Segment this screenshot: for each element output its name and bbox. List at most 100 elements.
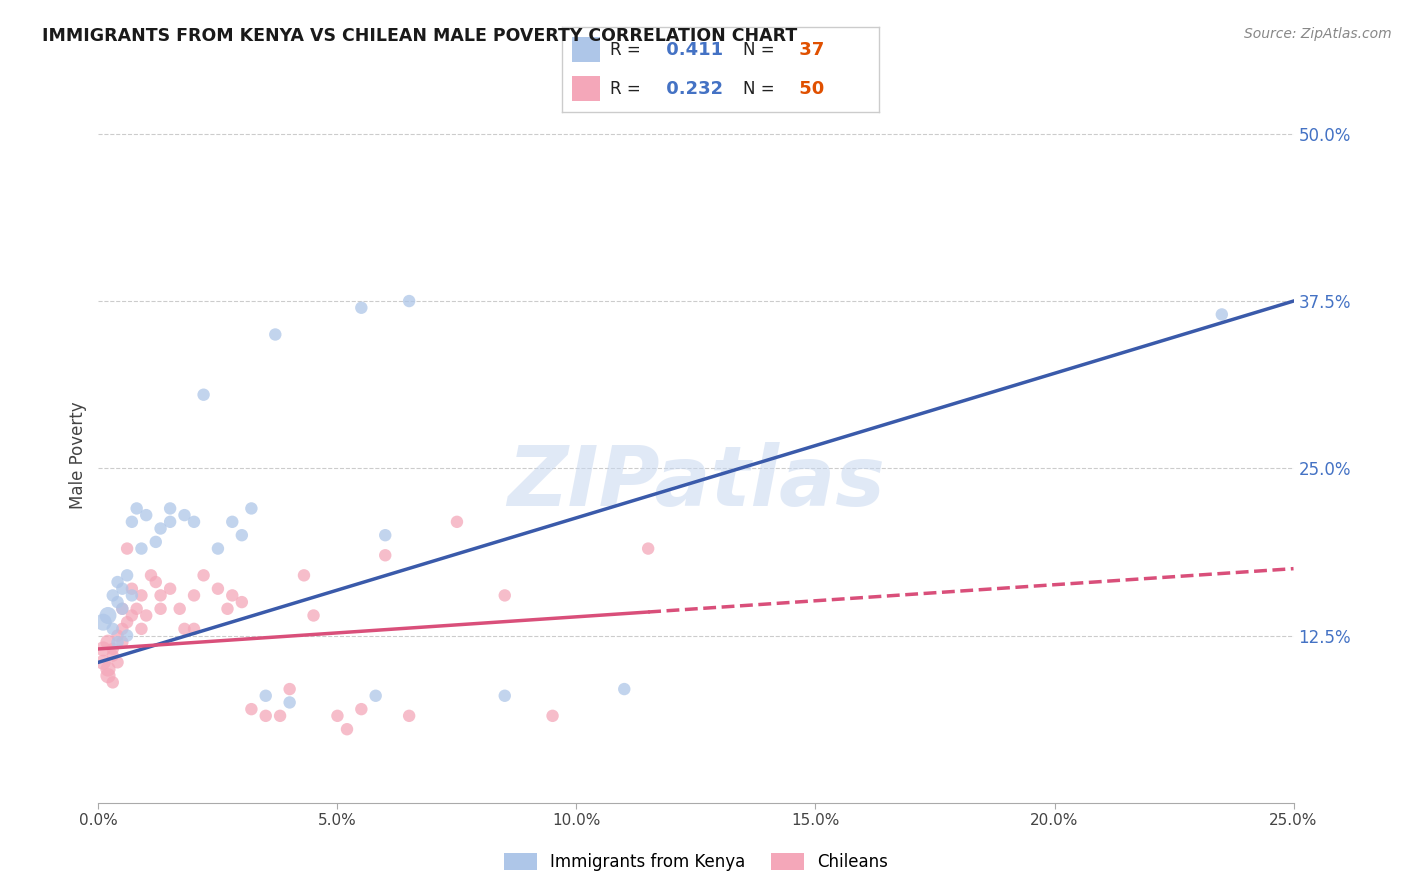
Point [149,589,172,603]
Point [91,615,114,630]
Point [231,528,253,542]
Point [91,655,114,669]
Point [131,541,153,556]
Point [159,501,181,516]
Point [264,327,287,342]
Point [278,681,301,696]
Bar [572,76,600,102]
Point [350,702,373,716]
Point [111,602,134,616]
Point [107,595,129,609]
Point [107,575,129,590]
Point [145,575,167,590]
Text: 50: 50 [793,79,824,97]
Point [326,708,349,723]
Text: IMMIGRANTS FROM KENYA VS CHILEAN MALE POVERTY CORRELATION CHART: IMMIGRANTS FROM KENYA VS CHILEAN MALE PO… [42,27,797,45]
Point [111,582,134,596]
Point [101,589,124,603]
Point [193,388,215,402]
Point [121,589,143,603]
Point [494,589,516,603]
Point [115,541,138,556]
Point [169,602,191,616]
Text: Source: ZipAtlas.com: Source: ZipAtlas.com [1244,27,1392,41]
Point [364,689,387,703]
Point [240,702,263,716]
Point [374,548,396,563]
Point [221,589,243,603]
Point [173,622,195,636]
Point [292,568,315,582]
Point [541,708,564,723]
Point [107,655,129,669]
Text: N =: N = [742,41,775,59]
Point [398,708,420,723]
Text: N =: N = [742,79,775,97]
Point [350,301,373,315]
Point [149,521,172,535]
Point [149,602,172,616]
Point [121,582,143,596]
Point [111,635,134,649]
Point [336,723,359,737]
Point [107,635,129,649]
Point [115,628,138,642]
Bar [572,37,600,62]
Point [193,568,215,582]
Point [637,541,659,556]
Point [240,501,263,516]
Point [131,622,153,636]
Point [494,689,516,703]
Text: 0.411: 0.411 [661,41,724,59]
Point [173,508,195,523]
Point [159,582,181,596]
Point [121,608,143,623]
Point [254,708,277,723]
Point [446,515,468,529]
Point [97,669,120,683]
Text: R =: R = [610,79,641,97]
Point [135,608,157,623]
Text: 37: 37 [793,41,824,59]
Point [302,608,325,623]
Point [101,622,124,636]
Point [613,681,636,696]
Point [207,582,229,596]
Point [269,708,291,723]
Point [97,635,120,649]
Point [107,628,129,642]
Point [111,622,134,636]
Point [207,541,229,556]
Point [183,622,205,636]
Point [145,535,167,549]
Point [278,696,301,710]
Point [101,642,124,657]
Point [97,608,120,623]
Point [217,602,239,616]
Point [125,501,148,516]
Point [398,294,420,309]
Point [254,689,277,703]
Text: 0.232: 0.232 [661,79,724,97]
Legend: Immigrants from Kenya, Chileans: Immigrants from Kenya, Chileans [498,847,894,878]
Point [139,568,162,582]
Point [159,515,181,529]
Point [125,602,148,616]
Point [115,615,138,630]
Y-axis label: Male Poverty: Male Poverty [69,401,87,508]
Point [121,515,143,529]
Point [1211,307,1233,322]
Point [97,662,120,676]
Point [101,675,124,690]
Point [131,589,153,603]
Point [183,589,205,603]
Point [111,602,134,616]
Point [91,642,114,657]
Point [135,508,157,523]
Text: ZIPatlas: ZIPatlas [508,442,884,524]
Point [183,515,205,529]
Point [115,568,138,582]
Point [221,515,243,529]
Point [374,528,396,542]
Text: R =: R = [610,41,641,59]
